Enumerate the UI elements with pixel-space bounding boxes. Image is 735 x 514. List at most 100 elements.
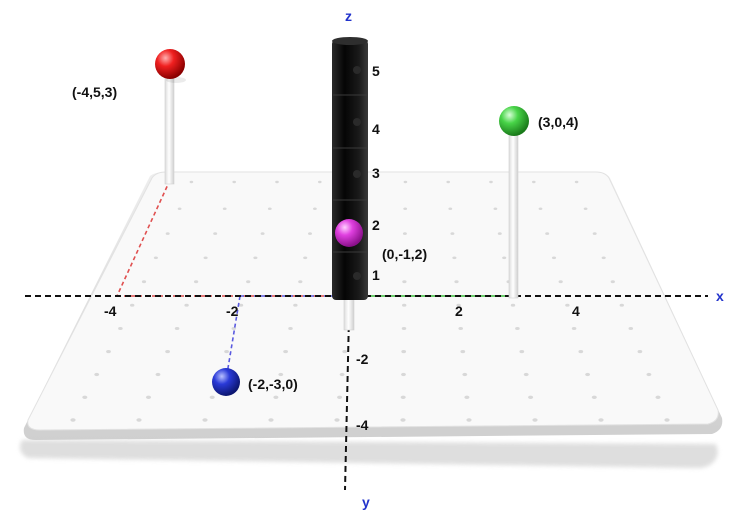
peg-hole [402,232,407,235]
red-point-sphere [155,49,185,79]
peg-hole [591,395,597,399]
peg-hole [193,280,199,284]
peg-hole [246,280,251,284]
peg-hole [510,303,516,307]
peg-hole [400,395,406,399]
peg-hole [303,256,308,260]
peg-hole [298,280,303,284]
peg-hole [94,372,100,377]
peg-hole [337,395,343,399]
peg-hole [202,418,208,422]
peg-hole [70,418,76,422]
peg-hole [209,395,215,399]
peg-hole [155,372,161,377]
peg-hole [177,207,182,210]
peg-hole [532,180,536,184]
peg-hole [165,350,170,354]
peg-hole [450,232,455,235]
point-label-red: (-4,5,3) [72,84,117,100]
point-label-green: (3,0,4) [538,114,578,130]
x-tick-label: 2 [455,303,463,319]
peg-hole [456,303,461,307]
y-axis-label: y [362,494,370,510]
peg-hole [646,372,652,377]
peg-hole [224,350,229,354]
z-tick-label: 5 [372,63,380,79]
peg-hole [189,180,194,184]
peg-hole [318,180,322,184]
point-labels: (-4,5,3) (3,0,4) (0,-1,2) (-2,-3,0) [72,84,578,392]
peg-hole [497,232,502,235]
peg-hole [519,350,525,354]
x-tick-label: -2 [226,303,239,319]
peg-hole [275,180,279,184]
x-tick-label: -4 [104,303,117,319]
peg-hole [222,207,227,210]
peg-hole [165,232,170,235]
peg-hole [619,303,624,307]
peg-hole [565,303,570,307]
peg-hole [628,327,634,330]
peg-hole [260,232,265,235]
peg-hole [401,350,407,354]
y-axis-line [344,315,350,491]
peg-hole [464,395,470,399]
peg-hole [610,280,615,284]
peg-hole [174,327,180,330]
peg-hole [232,180,236,184]
x-tick-label: 4 [572,303,580,319]
peg-hole [402,280,407,284]
peg-hole [489,180,493,184]
peg-hole [141,280,147,284]
peg-hole [528,395,534,399]
z-tick-label: 4 [372,121,380,137]
peg-hole [184,303,189,307]
peg-hole [267,207,272,210]
peg-hole [268,418,274,422]
peg-hole [313,207,317,210]
y-axis-ticks: -2 -4 [356,351,369,433]
peg-hole [401,372,406,377]
peg-hole [145,395,152,399]
peg-hole [502,256,507,260]
peg-hole [664,418,670,422]
peg-hole [293,303,298,307]
point-label-magenta: (0,-1,2) [382,246,427,262]
magenta-point-sphere [335,219,363,247]
z-axis-tower [332,37,368,300]
peg-hole [231,327,237,330]
peg-hole [238,303,244,307]
peg-hole [574,180,579,184]
z-axis-ticks: 1 2 3 4 5 [372,63,380,283]
peg-hole [452,256,457,260]
peg-hole [213,232,218,235]
peg-hole [403,180,408,184]
peg-hole [203,256,208,260]
peg-hole [515,327,520,330]
peg-hole [448,207,453,210]
peg-hole [578,350,584,354]
peg-hole [585,372,591,377]
peg-hole [538,207,543,210]
peg-hole [334,418,340,422]
peg-hole [601,256,606,260]
z-tick-label: 3 [372,165,380,181]
peg-hole [571,327,577,330]
peg-hole [462,372,468,377]
peg-hole [545,232,550,235]
peg-hole [308,232,312,235]
z-tick-label: 1 [372,267,380,283]
z-axis-label: z [345,8,352,24]
geoboard-base [20,171,723,468]
z-tick-label: 2 [372,217,380,233]
peg-hole [532,418,538,422]
peg-hole [523,372,529,377]
green-point-sphere [499,106,529,136]
peg-hole [253,256,258,260]
peg-hole [136,418,142,422]
peg-hole [558,280,563,284]
blue-point-sphere [212,368,240,396]
peg-hole [592,232,597,235]
peg-hole [82,395,88,399]
point-label-blue: (-2,-3,0) [248,376,298,392]
